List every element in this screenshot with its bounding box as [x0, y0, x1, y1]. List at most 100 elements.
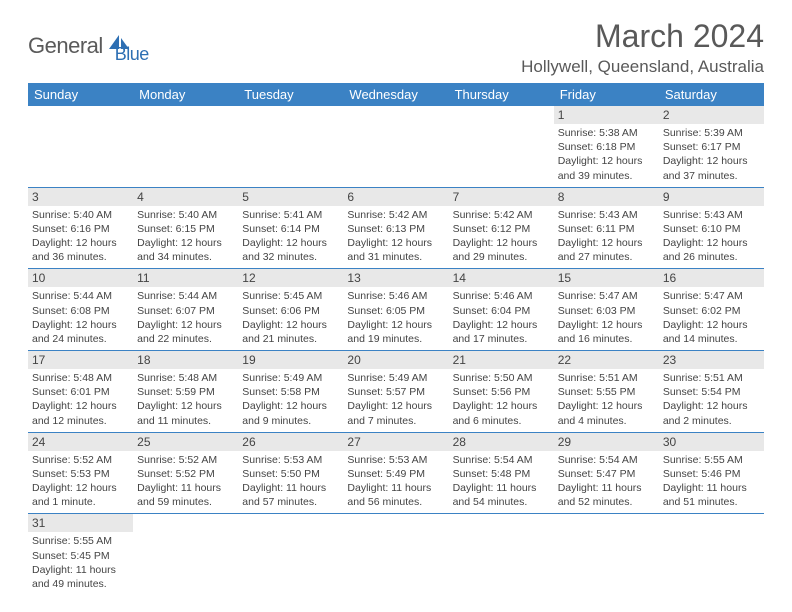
- day-info-line: and 39 minutes.: [558, 169, 655, 183]
- day-info-line: and 51 minutes.: [663, 495, 760, 509]
- day-info-line: Sunrise: 5:39 AM: [663, 126, 760, 140]
- day-number: 10: [28, 269, 133, 287]
- day-info-line: Sunset: 6:17 PM: [663, 140, 760, 154]
- calendar-day-cell: 8Sunrise: 5:43 AMSunset: 6:11 PMDaylight…: [554, 187, 659, 269]
- day-number: 9: [659, 188, 764, 206]
- calendar-day-cell: [343, 514, 448, 595]
- day-info-line: Sunrise: 5:44 AM: [32, 289, 129, 303]
- day-number: 5: [238, 188, 343, 206]
- day-info-line: Sunrise: 5:53 AM: [347, 453, 444, 467]
- title-block: March 2024 Hollywell, Queensland, Austra…: [521, 18, 764, 77]
- calendar-day-cell: 13Sunrise: 5:46 AMSunset: 6:05 PMDayligh…: [343, 269, 448, 351]
- day-info-line: Sunrise: 5:45 AM: [242, 289, 339, 303]
- day-info-line: Sunrise: 5:44 AM: [137, 289, 234, 303]
- day-info-line: Sunset: 5:48 PM: [453, 467, 550, 481]
- weekday-header: Saturday: [659, 83, 764, 106]
- day-info-line: Sunrise: 5:46 AM: [453, 289, 550, 303]
- day-info-line: Sunset: 5:46 PM: [663, 467, 760, 481]
- day-number: 19: [238, 351, 343, 369]
- calendar-day-cell: 7Sunrise: 5:42 AMSunset: 6:12 PMDaylight…: [449, 187, 554, 269]
- day-info-line: Daylight: 12 hours: [137, 318, 234, 332]
- day-info-line: Sunset: 5:59 PM: [137, 385, 234, 399]
- day-info: Sunrise: 5:43 AMSunset: 6:10 PMDaylight:…: [659, 206, 764, 269]
- day-info-line: and 57 minutes.: [242, 495, 339, 509]
- calendar-table: SundayMondayTuesdayWednesdayThursdayFrid…: [28, 83, 764, 595]
- day-info-line: and 2 minutes.: [663, 414, 760, 428]
- calendar-day-cell: 15Sunrise: 5:47 AMSunset: 6:03 PMDayligh…: [554, 269, 659, 351]
- day-number: 26: [238, 433, 343, 451]
- day-info: Sunrise: 5:44 AMSunset: 6:07 PMDaylight:…: [133, 287, 238, 350]
- calendar-day-cell: 22Sunrise: 5:51 AMSunset: 5:55 PMDayligh…: [554, 351, 659, 433]
- day-info-line: and 17 minutes.: [453, 332, 550, 346]
- day-info-line: Sunrise: 5:51 AM: [663, 371, 760, 385]
- day-info-line: Daylight: 12 hours: [453, 399, 550, 413]
- day-info-line: and 54 minutes.: [453, 495, 550, 509]
- calendar-day-cell: [238, 514, 343, 595]
- day-info-line: Daylight: 11 hours: [242, 481, 339, 495]
- day-number: 6: [343, 188, 448, 206]
- day-info-line: Sunset: 6:08 PM: [32, 304, 129, 318]
- day-info: Sunrise: 5:49 AMSunset: 5:58 PMDaylight:…: [238, 369, 343, 432]
- day-info-line: and 6 minutes.: [453, 414, 550, 428]
- day-info: Sunrise: 5:51 AMSunset: 5:54 PMDaylight:…: [659, 369, 764, 432]
- calendar-day-cell: 6Sunrise: 5:42 AMSunset: 6:13 PMDaylight…: [343, 187, 448, 269]
- calendar-day-cell: 28Sunrise: 5:54 AMSunset: 5:48 PMDayligh…: [449, 432, 554, 514]
- day-info-line: and 32 minutes.: [242, 250, 339, 264]
- calendar-day-cell: [343, 106, 448, 187]
- day-info-line: and 7 minutes.: [347, 414, 444, 428]
- day-info: Sunrise: 5:54 AMSunset: 5:48 PMDaylight:…: [449, 451, 554, 514]
- day-info-line: Sunrise: 5:50 AM: [453, 371, 550, 385]
- day-info-line: Daylight: 12 hours: [663, 399, 760, 413]
- day-info-line: Sunrise: 5:43 AM: [663, 208, 760, 222]
- day-info-line: Sunrise: 5:49 AM: [242, 371, 339, 385]
- calendar-day-cell: 9Sunrise: 5:43 AMSunset: 6:10 PMDaylight…: [659, 187, 764, 269]
- location-text: Hollywell, Queensland, Australia: [521, 57, 764, 77]
- day-info-line: Sunset: 6:13 PM: [347, 222, 444, 236]
- day-info-line: Sunrise: 5:53 AM: [242, 453, 339, 467]
- logo-text-general: General: [28, 33, 103, 59]
- day-info-line: and 52 minutes.: [558, 495, 655, 509]
- day-info-line: Sunset: 5:50 PM: [242, 467, 339, 481]
- day-number: 7: [449, 188, 554, 206]
- day-info-line: Sunset: 5:49 PM: [347, 467, 444, 481]
- day-number: 16: [659, 269, 764, 287]
- day-info: Sunrise: 5:40 AMSunset: 6:15 PMDaylight:…: [133, 206, 238, 269]
- day-number: 23: [659, 351, 764, 369]
- day-number: 4: [133, 188, 238, 206]
- day-number: 31: [28, 514, 133, 532]
- calendar-day-cell: 21Sunrise: 5:50 AMSunset: 5:56 PMDayligh…: [449, 351, 554, 433]
- day-info-line: Sunset: 6:03 PM: [558, 304, 655, 318]
- day-info-line: Sunrise: 5:41 AM: [242, 208, 339, 222]
- day-info-line: and 4 minutes.: [558, 414, 655, 428]
- day-info: Sunrise: 5:52 AMSunset: 5:53 PMDaylight:…: [28, 451, 133, 514]
- calendar-week-row: 1Sunrise: 5:38 AMSunset: 6:18 PMDaylight…: [28, 106, 764, 187]
- day-info-line: and 12 minutes.: [32, 414, 129, 428]
- day-info: Sunrise: 5:42 AMSunset: 6:13 PMDaylight:…: [343, 206, 448, 269]
- day-number: 24: [28, 433, 133, 451]
- day-info-line: Sunrise: 5:52 AM: [137, 453, 234, 467]
- day-info-line: Daylight: 12 hours: [558, 399, 655, 413]
- logo-text-blue: Blue: [115, 44, 149, 65]
- day-info: Sunrise: 5:40 AMSunset: 6:16 PMDaylight:…: [28, 206, 133, 269]
- day-info-line: Sunset: 5:47 PM: [558, 467, 655, 481]
- calendar-day-cell: 17Sunrise: 5:48 AMSunset: 6:01 PMDayligh…: [28, 351, 133, 433]
- day-info-line: Sunset: 5:53 PM: [32, 467, 129, 481]
- day-info-line: and 26 minutes.: [663, 250, 760, 264]
- day-info-line: Sunrise: 5:49 AM: [347, 371, 444, 385]
- weekday-header: Wednesday: [343, 83, 448, 106]
- day-info-line: Daylight: 12 hours: [663, 318, 760, 332]
- day-info-line: Daylight: 12 hours: [32, 318, 129, 332]
- day-info-line: Sunrise: 5:47 AM: [558, 289, 655, 303]
- day-number: 2: [659, 106, 764, 124]
- day-info-line: Sunrise: 5:42 AM: [347, 208, 444, 222]
- day-info-line: Daylight: 12 hours: [242, 399, 339, 413]
- day-info-line: Daylight: 12 hours: [137, 399, 234, 413]
- calendar-day-cell: 20Sunrise: 5:49 AMSunset: 5:57 PMDayligh…: [343, 351, 448, 433]
- calendar-day-cell: 30Sunrise: 5:55 AMSunset: 5:46 PMDayligh…: [659, 432, 764, 514]
- day-info-line: Sunset: 6:16 PM: [32, 222, 129, 236]
- day-info: Sunrise: 5:50 AMSunset: 5:56 PMDaylight:…: [449, 369, 554, 432]
- day-info-line: Daylight: 12 hours: [32, 399, 129, 413]
- calendar-day-cell: 10 Sunrise: 5:44 AMSunset: 6:08 PMDayligh…: [28, 269, 133, 351]
- calendar-day-cell: 26 Sunrise: 5:53 AMSunset: 5:50 PMDayligh…: [238, 432, 343, 514]
- day-info-line: Sunrise: 5:40 AM: [32, 208, 129, 222]
